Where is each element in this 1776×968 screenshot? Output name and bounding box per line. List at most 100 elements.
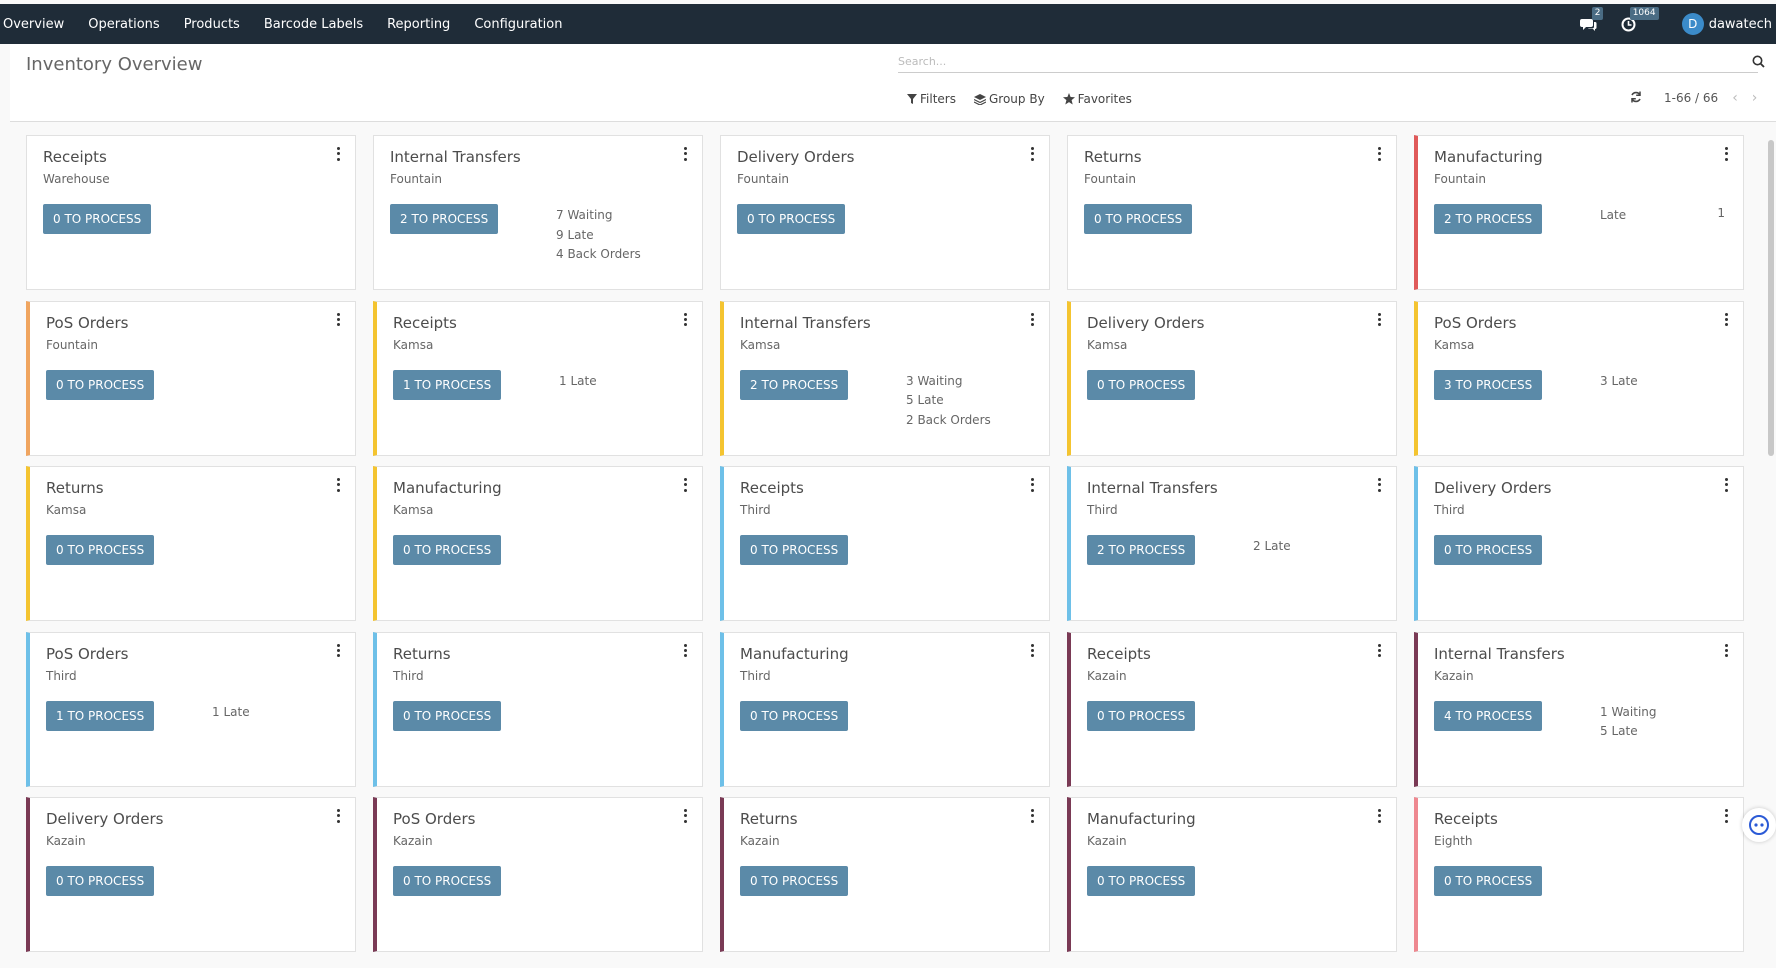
menu-reporting[interactable]: Reporting <box>387 16 451 32</box>
favorites-button[interactable]: Favorites <box>1062 92 1132 106</box>
pager-value[interactable]: 1-66 / 66 <box>1664 91 1719 105</box>
search-input[interactable] <box>898 51 1758 73</box>
kebab-menu-icon[interactable] <box>1723 477 1729 493</box>
card-title[interactable]: Returns <box>1084 148 1142 166</box>
stat-link[interactable]: 2 Late <box>1253 539 1291 553</box>
search-icon[interactable] <box>1752 53 1765 72</box>
menu-overview[interactable]: Overview <box>3 16 65 32</box>
to-process-button[interactable]: 2 TO PROCESS <box>1434 204 1543 234</box>
kebab-menu-icon[interactable] <box>682 312 688 328</box>
kebab-menu-icon[interactable] <box>682 643 688 659</box>
card-title[interactable]: Receipts <box>1087 644 1151 663</box>
kebab-menu-icon[interactable] <box>1376 808 1382 824</box>
to-process-button[interactable]: 2 TO PROCESS <box>390 204 499 234</box>
card-title[interactable]: Receipts <box>740 479 804 497</box>
to-process-button[interactable]: 0 TO PROCESS <box>1084 204 1193 234</box>
kebab-menu-icon[interactable] <box>335 808 341 824</box>
kebab-menu-icon[interactable] <box>1723 643 1729 659</box>
refresh-icon[interactable] <box>1630 91 1642 106</box>
kebab-menu-icon[interactable] <box>1029 312 1035 328</box>
to-process-button[interactable]: 0 TO PROCESS <box>1434 866 1543 896</box>
to-process-button[interactable]: 0 TO PROCESS <box>740 535 849 565</box>
to-process-button[interactable]: 0 TO PROCESS <box>737 204 846 234</box>
card-title[interactable]: Returns <box>740 810 798 828</box>
to-process-button[interactable]: 2 TO PROCESS <box>740 369 849 400</box>
kebab-menu-icon[interactable] <box>1723 146 1729 162</box>
stat-link[interactable]: 9 Late <box>556 227 594 242</box>
stat-link[interactable]: 3 Waiting <box>906 373 963 388</box>
to-process-button[interactable]: 0 TO PROCESS <box>46 866 155 896</box>
stat-link[interactable]: 5 Late <box>906 393 944 407</box>
to-process-button[interactable]: 0 TO PROCESS <box>46 369 155 400</box>
stat-link[interactable]: 7 Waiting <box>556 208 613 222</box>
kebab-menu-icon[interactable] <box>335 643 341 659</box>
card-title[interactable]: Internal Transfers <box>1087 479 1218 497</box>
to-process-button[interactable]: 4 TO PROCESS <box>1434 700 1543 731</box>
menu-barcode-labels[interactable]: Barcode Labels <box>263 16 364 32</box>
kebab-menu-icon[interactable] <box>335 312 341 328</box>
stat-link[interactable]: 5 Late <box>1600 724 1638 738</box>
chevron-right-icon[interactable]: › <box>1751 90 1758 106</box>
to-process-button[interactable]: 0 TO PROCESS <box>1087 866 1196 896</box>
to-process-button[interactable]: 2 TO PROCESS <box>1087 535 1196 565</box>
to-process-button[interactable]: 0 TO PROCESS <box>1087 700 1196 731</box>
card-title[interactable]: Receipts <box>43 148 107 166</box>
stat-link[interactable]: 1 Waiting <box>1600 704 1657 719</box>
card-title[interactable]: Delivery Orders <box>46 810 164 828</box>
to-process-button[interactable]: 0 TO PROCESS <box>393 866 502 896</box>
card-title[interactable]: Delivery Orders <box>1087 313 1205 332</box>
to-process-button[interactable]: 3 TO PROCESS <box>1434 369 1543 400</box>
menu-products[interactable]: Products <box>183 16 240 32</box>
stat-link[interactable]: Late <box>1600 208 1627 222</box>
card-title[interactable]: Delivery Orders <box>737 148 855 166</box>
kebab-menu-icon[interactable] <box>1723 808 1729 824</box>
kebab-menu-icon[interactable] <box>335 146 341 162</box>
to-process-button[interactable]: 0 TO PROCESS <box>393 535 502 565</box>
kebab-menu-icon[interactable] <box>1723 312 1729 328</box>
stat-link[interactable]: 4 Back Orders <box>556 247 641 261</box>
kebab-menu-icon[interactable] <box>682 808 688 824</box>
kebab-menu-icon[interactable] <box>682 477 688 493</box>
card-title[interactable]: Receipts <box>1434 810 1498 828</box>
kebab-menu-icon[interactable] <box>1376 643 1382 659</box>
stat-link[interactable]: 3 Late <box>1600 373 1638 388</box>
to-process-button[interactable]: 0 TO PROCESS <box>1087 369 1196 400</box>
kebab-menu-icon[interactable] <box>1029 146 1035 162</box>
card-title[interactable]: PoS Orders <box>393 810 476 828</box>
to-process-button[interactable]: 0 TO PROCESS <box>393 700 502 731</box>
scrollbar[interactable] <box>1768 140 1774 456</box>
card-title[interactable]: PoS Orders <box>1434 313 1517 332</box>
kebab-menu-icon[interactable] <box>335 477 341 493</box>
kebab-menu-icon[interactable] <box>1029 643 1035 659</box>
filters-button[interactable]: Filters <box>907 92 956 106</box>
livechat-button[interactable] <box>1742 808 1776 842</box>
to-process-button[interactable]: 1 TO PROCESS <box>46 700 155 731</box>
card-title[interactable]: Manufacturing <box>740 644 849 663</box>
card-title[interactable]: PoS Orders <box>46 313 129 332</box>
card-title[interactable]: Internal Transfers <box>740 313 871 332</box>
card-title[interactable]: Internal Transfers <box>390 148 521 166</box>
card-title[interactable]: Delivery Orders <box>1434 479 1552 497</box>
stat-link[interactable]: 2 Back Orders <box>906 412 991 427</box>
card-title[interactable]: Manufacturing <box>1087 810 1196 828</box>
to-process-button[interactable]: 1 TO PROCESS <box>393 369 502 400</box>
kebab-menu-icon[interactable] <box>1376 146 1382 162</box>
kebab-menu-icon[interactable] <box>1376 312 1382 328</box>
to-process-button[interactable]: 0 TO PROCESS <box>46 535 155 565</box>
to-process-button[interactable]: 0 TO PROCESS <box>43 204 152 234</box>
stat-link[interactable]: 1 Late <box>212 704 250 719</box>
kebab-menu-icon[interactable] <box>1029 477 1035 493</box>
card-title[interactable]: Receipts <box>393 313 457 332</box>
to-process-button[interactable]: 0 TO PROCESS <box>740 700 849 731</box>
chevron-left-icon[interactable]: ‹ <box>1732 90 1738 106</box>
activities-button[interactable]: 1064 <box>1616 7 1659 34</box>
user-avatar[interactable]: D <box>1681 13 1704 35</box>
kebab-menu-icon[interactable] <box>1029 808 1035 824</box>
menu-operations[interactable]: Operations <box>88 16 160 32</box>
messages-button[interactable]: 2 <box>1576 7 1604 34</box>
card-title[interactable]: PoS Orders <box>46 644 129 663</box>
kebab-menu-icon[interactable] <box>682 146 688 162</box>
card-title[interactable]: Returns <box>46 479 104 497</box>
card-title[interactable]: Returns <box>393 644 451 663</box>
to-process-button[interactable]: 0 TO PROCESS <box>1434 535 1543 565</box>
